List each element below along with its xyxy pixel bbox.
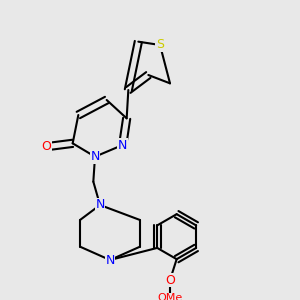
Text: N: N [90,150,100,163]
Text: N: N [105,254,115,266]
Text: OMe: OMe [158,293,183,300]
Text: O: O [165,274,175,286]
Text: O: O [42,140,52,153]
Text: N: N [118,139,128,152]
Text: S: S [156,38,164,52]
Text: N: N [95,199,105,212]
